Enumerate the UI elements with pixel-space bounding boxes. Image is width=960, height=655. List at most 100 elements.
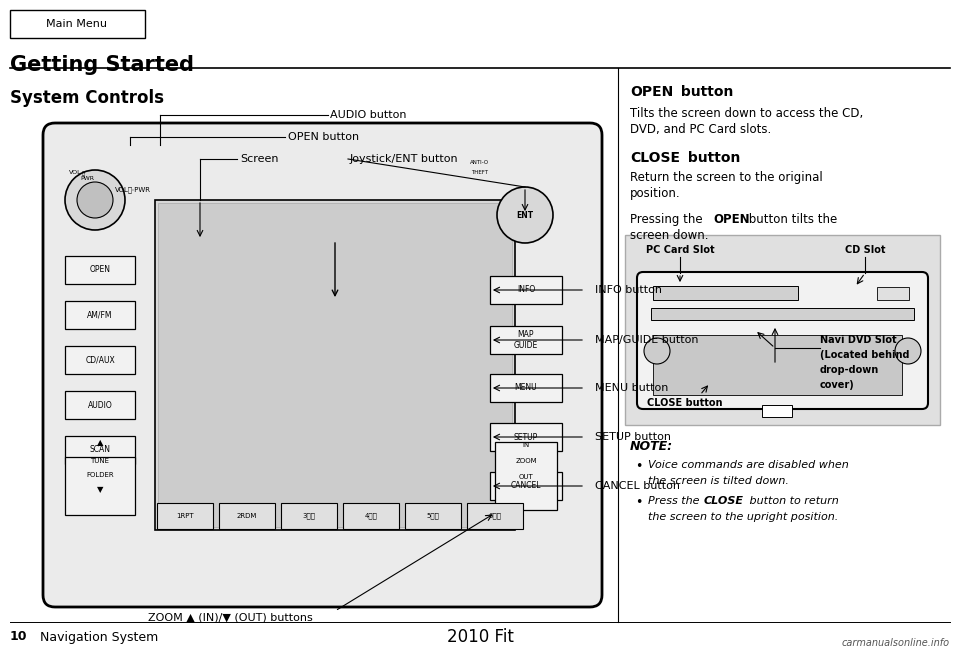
Bar	[158, 203, 512, 527]
Text: AUDIO: AUDIO	[87, 400, 112, 409]
Text: MAP/GUIDE button: MAP/GUIDE button	[595, 335, 699, 345]
Bar	[281, 503, 337, 529]
Text: Getting Started: Getting Started	[10, 55, 194, 75]
Text: (Located behind: (Located behind	[820, 350, 909, 360]
Text: MAP
GUIDE: MAP GUIDE	[514, 330, 539, 350]
Text: Joystick/ENT button: Joystick/ENT button	[350, 154, 459, 164]
Text: button to return: button to return	[746, 496, 839, 506]
Text: the screen to the upright position.: the screen to the upright position.	[648, 512, 838, 522]
Text: drop-down: drop-down	[820, 365, 879, 375]
Text: ▼: ▼	[97, 485, 104, 495]
Text: ▲: ▲	[97, 438, 104, 447]
Bar	[65, 256, 135, 284]
Text: ZOOM: ZOOM	[516, 458, 537, 464]
Text: ENT: ENT	[516, 210, 534, 219]
Text: MENU: MENU	[515, 383, 538, 392]
Text: 6⏭⏭: 6⏭⏭	[489, 513, 501, 519]
Bar	[490, 276, 562, 304]
Text: IN: IN	[522, 442, 530, 448]
Text: the screen is tilted down.: the screen is tilted down.	[648, 476, 789, 486]
Text: •: •	[635, 460, 642, 473]
Text: Navi DVD Slot: Navi DVD Slot	[820, 335, 897, 345]
Text: button: button	[683, 151, 740, 165]
Text: Press the: Press the	[648, 496, 703, 506]
Text: MENU button: MENU button	[595, 383, 668, 393]
Bar	[877, 287, 909, 300]
Text: PWR: PWR	[80, 176, 94, 181]
Text: SCAN: SCAN	[89, 445, 110, 455]
Text: CLOSE button: CLOSE button	[647, 398, 723, 408]
FancyBboxPatch shape	[43, 123, 602, 607]
Text: Voice commands are disabled when: Voice commands are disabled when	[648, 460, 849, 470]
Circle shape	[644, 338, 670, 364]
Bar	[157, 503, 213, 529]
Text: OPEN: OPEN	[713, 213, 750, 226]
FancyBboxPatch shape	[637, 272, 928, 409]
Bar	[65, 301, 135, 329]
Bar	[219, 503, 275, 529]
Text: AUDIO button: AUDIO button	[330, 110, 406, 120]
Text: AM/FM: AM/FM	[87, 310, 112, 320]
Circle shape	[895, 338, 921, 364]
Text: CD/AUX: CD/AUX	[85, 356, 115, 364]
Text: SETUP: SETUP	[514, 432, 539, 441]
Text: ZOOM ▲ (IN)/▼ (OUT) buttons: ZOOM ▲ (IN)/▼ (OUT) buttons	[148, 612, 312, 622]
Text: VOLᶘ˓PWR: VOLᶘ˓PWR	[115, 187, 151, 193]
Text: button tilts the: button tilts the	[745, 213, 837, 226]
Bar	[490, 423, 562, 451]
Text: 4⏭⏭: 4⏭⏭	[365, 513, 377, 519]
Text: ᶘ˓: ᶘ˓	[82, 170, 86, 176]
Text: TUNE: TUNE	[90, 458, 109, 464]
Text: CLOSE: CLOSE	[704, 496, 744, 506]
Text: OPEN: OPEN	[89, 265, 110, 274]
Text: CANCEL: CANCEL	[511, 481, 541, 491]
Text: SETUP button: SETUP button	[595, 432, 671, 442]
Bar	[65, 346, 135, 374]
Bar	[625, 235, 940, 425]
Bar	[10, 10, 145, 38]
Text: DVD, and PC Card slots.: DVD, and PC Card slots.	[630, 123, 771, 136]
Bar	[155, 200, 515, 530]
Text: FOLDER: FOLDER	[86, 472, 114, 478]
Bar	[651, 308, 914, 320]
Bar	[65, 391, 135, 419]
Bar	[65, 436, 135, 464]
Text: cover): cover)	[820, 380, 854, 390]
Text: 2RDM: 2RDM	[237, 513, 257, 519]
Text: Tilts the screen down to access the CD,: Tilts the screen down to access the CD,	[630, 107, 863, 120]
Bar	[405, 503, 461, 529]
Bar	[65, 457, 135, 515]
Text: Main Menu: Main Menu	[46, 19, 108, 29]
Text: 3⏮⏮: 3⏮⏮	[302, 513, 316, 519]
Text: OPEN button: OPEN button	[288, 132, 359, 142]
Text: Screen: Screen	[240, 154, 278, 164]
Text: screen down.: screen down.	[630, 229, 708, 242]
Bar	[762, 405, 792, 417]
Text: carmanualsonline.info: carmanualsonline.info	[842, 638, 950, 648]
Bar	[490, 374, 562, 402]
Circle shape	[65, 170, 125, 230]
Text: 1RPT: 1RPT	[177, 513, 194, 519]
Text: PC Card Slot: PC Card Slot	[646, 245, 714, 255]
Circle shape	[77, 182, 113, 218]
Text: 10: 10	[10, 631, 28, 643]
Text: THEFT: THEFT	[471, 170, 489, 176]
Text: CD Slot: CD Slot	[845, 245, 885, 255]
Bar	[495, 442, 557, 510]
Bar	[490, 326, 562, 354]
Text: NOTE:: NOTE:	[630, 440, 673, 453]
Text: VOL: VOL	[69, 170, 82, 176]
Text: OPEN: OPEN	[630, 85, 673, 99]
Text: Navigation System: Navigation System	[40, 631, 158, 643]
Bar	[467, 503, 523, 529]
Text: CANCEL button: CANCEL button	[595, 481, 680, 491]
Circle shape	[497, 187, 553, 243]
Text: •: •	[635, 496, 642, 509]
Text: button: button	[676, 85, 733, 99]
Text: position.: position.	[630, 187, 681, 200]
Text: INFO button: INFO button	[595, 285, 662, 295]
Text: Return the screen to the original: Return the screen to the original	[630, 171, 823, 184]
Text: OUT: OUT	[518, 474, 534, 480]
Bar	[653, 286, 798, 300]
Bar	[490, 472, 562, 500]
